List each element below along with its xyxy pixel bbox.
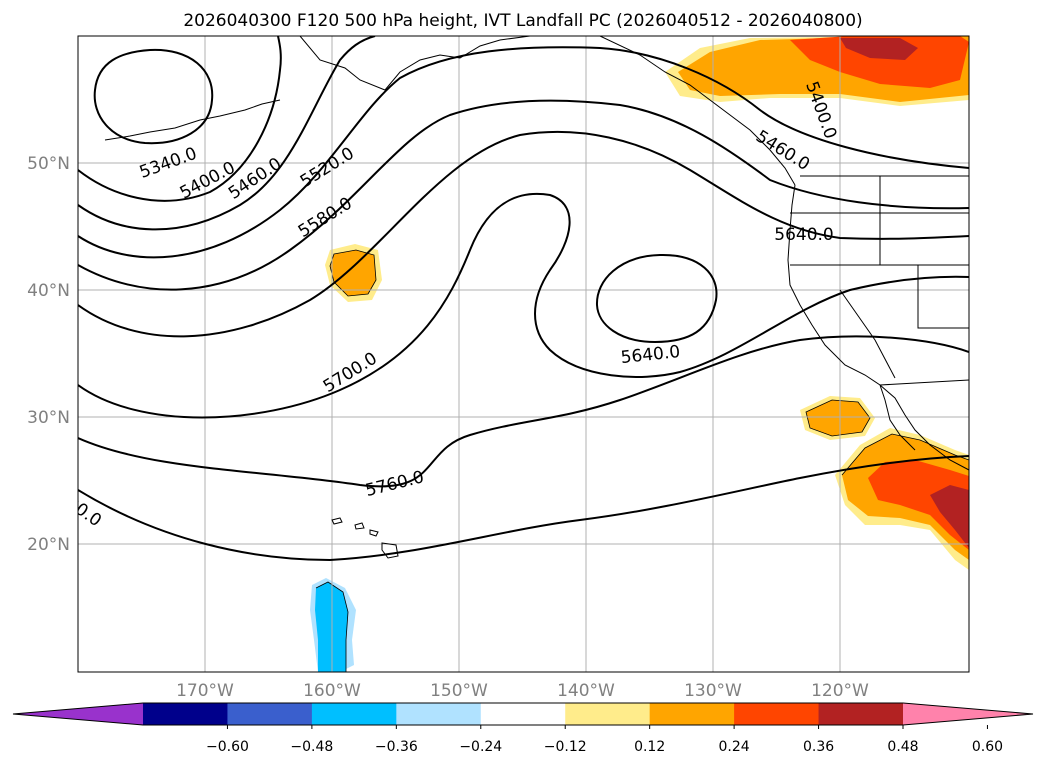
latitude-labels: 50°N 40°N 30°N 20°N bbox=[27, 154, 70, 555]
plot-content: 5340.0 5400.0 5460.0 5520.0 5580.0 5640.… bbox=[78, 36, 969, 672]
contour-5580 bbox=[78, 99, 969, 291]
contour-5520 bbox=[78, 46, 969, 259]
contour-5640-ring bbox=[595, 253, 718, 344]
plot-frame bbox=[77, 35, 970, 673]
ivt-outline-pacific bbox=[329, 249, 377, 297]
colorbar-segment bbox=[818, 703, 904, 725]
colorbar-segment bbox=[143, 703, 228, 725]
contour-5640-outer bbox=[78, 130, 969, 338]
contour-5700 bbox=[78, 192, 969, 419]
ivt-region-mexico-firebrick bbox=[930, 485, 969, 548]
colorbar-extend-high bbox=[903, 703, 1033, 725]
colorbar-segment bbox=[396, 703, 482, 725]
lat-label-30n: 30°N bbox=[27, 408, 70, 428]
ivt-outline-baja bbox=[805, 399, 871, 437]
lat-label-40n: 40°N bbox=[27, 281, 70, 301]
colorbar: −0.60 −0.48 −0.36 −0.24 −0.12 0.12 0.24 0.36 0.4… bbox=[12, 702, 1034, 755]
lon-label-120w: 120°W bbox=[811, 681, 869, 701]
colorbar-segment bbox=[565, 703, 651, 725]
contour-label-5640-coast: 5640.0 bbox=[774, 225, 833, 245]
colorbar-extend-low bbox=[13, 703, 143, 725]
coast-alaska-panhandle bbox=[599, 36, 796, 186]
colorbar-tick-label: −0.24 bbox=[459, 739, 502, 755]
contour-5460 bbox=[78, 36, 376, 231]
ivt-region-pacific-orange bbox=[330, 250, 376, 296]
coast-baja bbox=[879, 384, 916, 451]
state-borders bbox=[790, 176, 969, 379]
colorbar-segment bbox=[649, 703, 735, 725]
lon-label-150w: 150°W bbox=[430, 681, 488, 701]
colorbar-ticks: −0.60 −0.48 −0.36 −0.24 −0.12 0.12 0.24 0.36 0.4… bbox=[206, 725, 1003, 755]
border-us-mexico bbox=[879, 379, 969, 386]
lat-label-50n: 50°N bbox=[27, 154, 70, 174]
colorbar-tick-label: 0.36 bbox=[803, 739, 834, 755]
colorbar-segment bbox=[734, 703, 820, 725]
colorbar-outline bbox=[12, 702, 1034, 726]
figure-title: 2026040300 F120 500 hPa height, IVT Land… bbox=[183, 11, 862, 31]
colorbar-tick-label: 0.60 bbox=[972, 739, 1003, 755]
longitude-labels: 170°W 160°W 150°W 140°W 130°W 120°W bbox=[176, 681, 869, 701]
height-contours bbox=[78, 36, 969, 562]
ivt-outline-negative bbox=[315, 581, 349, 672]
colorbar-segment bbox=[311, 703, 397, 725]
lat-label-20n: 20°N bbox=[27, 535, 70, 555]
colorbar-tick-label: 0.24 bbox=[719, 739, 750, 755]
colorbar-tick-label: 0.12 bbox=[634, 739, 665, 755]
coast-alaska bbox=[299, 36, 531, 91]
ivt-region-baja-orange bbox=[806, 400, 870, 436]
colorbar-tick-label: −0.12 bbox=[544, 739, 587, 755]
colorbar-segment bbox=[227, 703, 313, 725]
lon-label-130w: 130°W bbox=[684, 681, 742, 701]
lon-label-160w: 160°W bbox=[303, 681, 361, 701]
coastlines bbox=[104, 36, 969, 471]
coast-aleutians bbox=[104, 99, 281, 141]
contour-5400 bbox=[78, 36, 282, 202]
plot-area bbox=[78, 36, 969, 672]
lon-label-170w: 170°W bbox=[176, 681, 234, 701]
colorbar-tick-label: −0.48 bbox=[290, 739, 333, 755]
ivt-region-bc-redorange bbox=[790, 36, 969, 88]
coast-west-us bbox=[787, 184, 969, 471]
colorbar-segment bbox=[480, 703, 566, 725]
contour-5340-ring bbox=[93, 48, 214, 145]
contour-5820 bbox=[78, 455, 969, 562]
colorbar-segments bbox=[13, 703, 1033, 725]
ivt-region-mexico-redorange bbox=[868, 460, 969, 550]
hawaii-islands bbox=[331, 517, 399, 559]
ivt-region-bc-firebrick bbox=[840, 38, 918, 60]
lon-label-140w: 140°W bbox=[557, 681, 615, 701]
contour-5760 bbox=[78, 335, 969, 488]
colorbar-tick-label: −0.60 bbox=[206, 739, 249, 755]
colorbar-tick-label: 0.48 bbox=[887, 739, 918, 755]
colorbar-tick-label: −0.36 bbox=[375, 739, 418, 755]
